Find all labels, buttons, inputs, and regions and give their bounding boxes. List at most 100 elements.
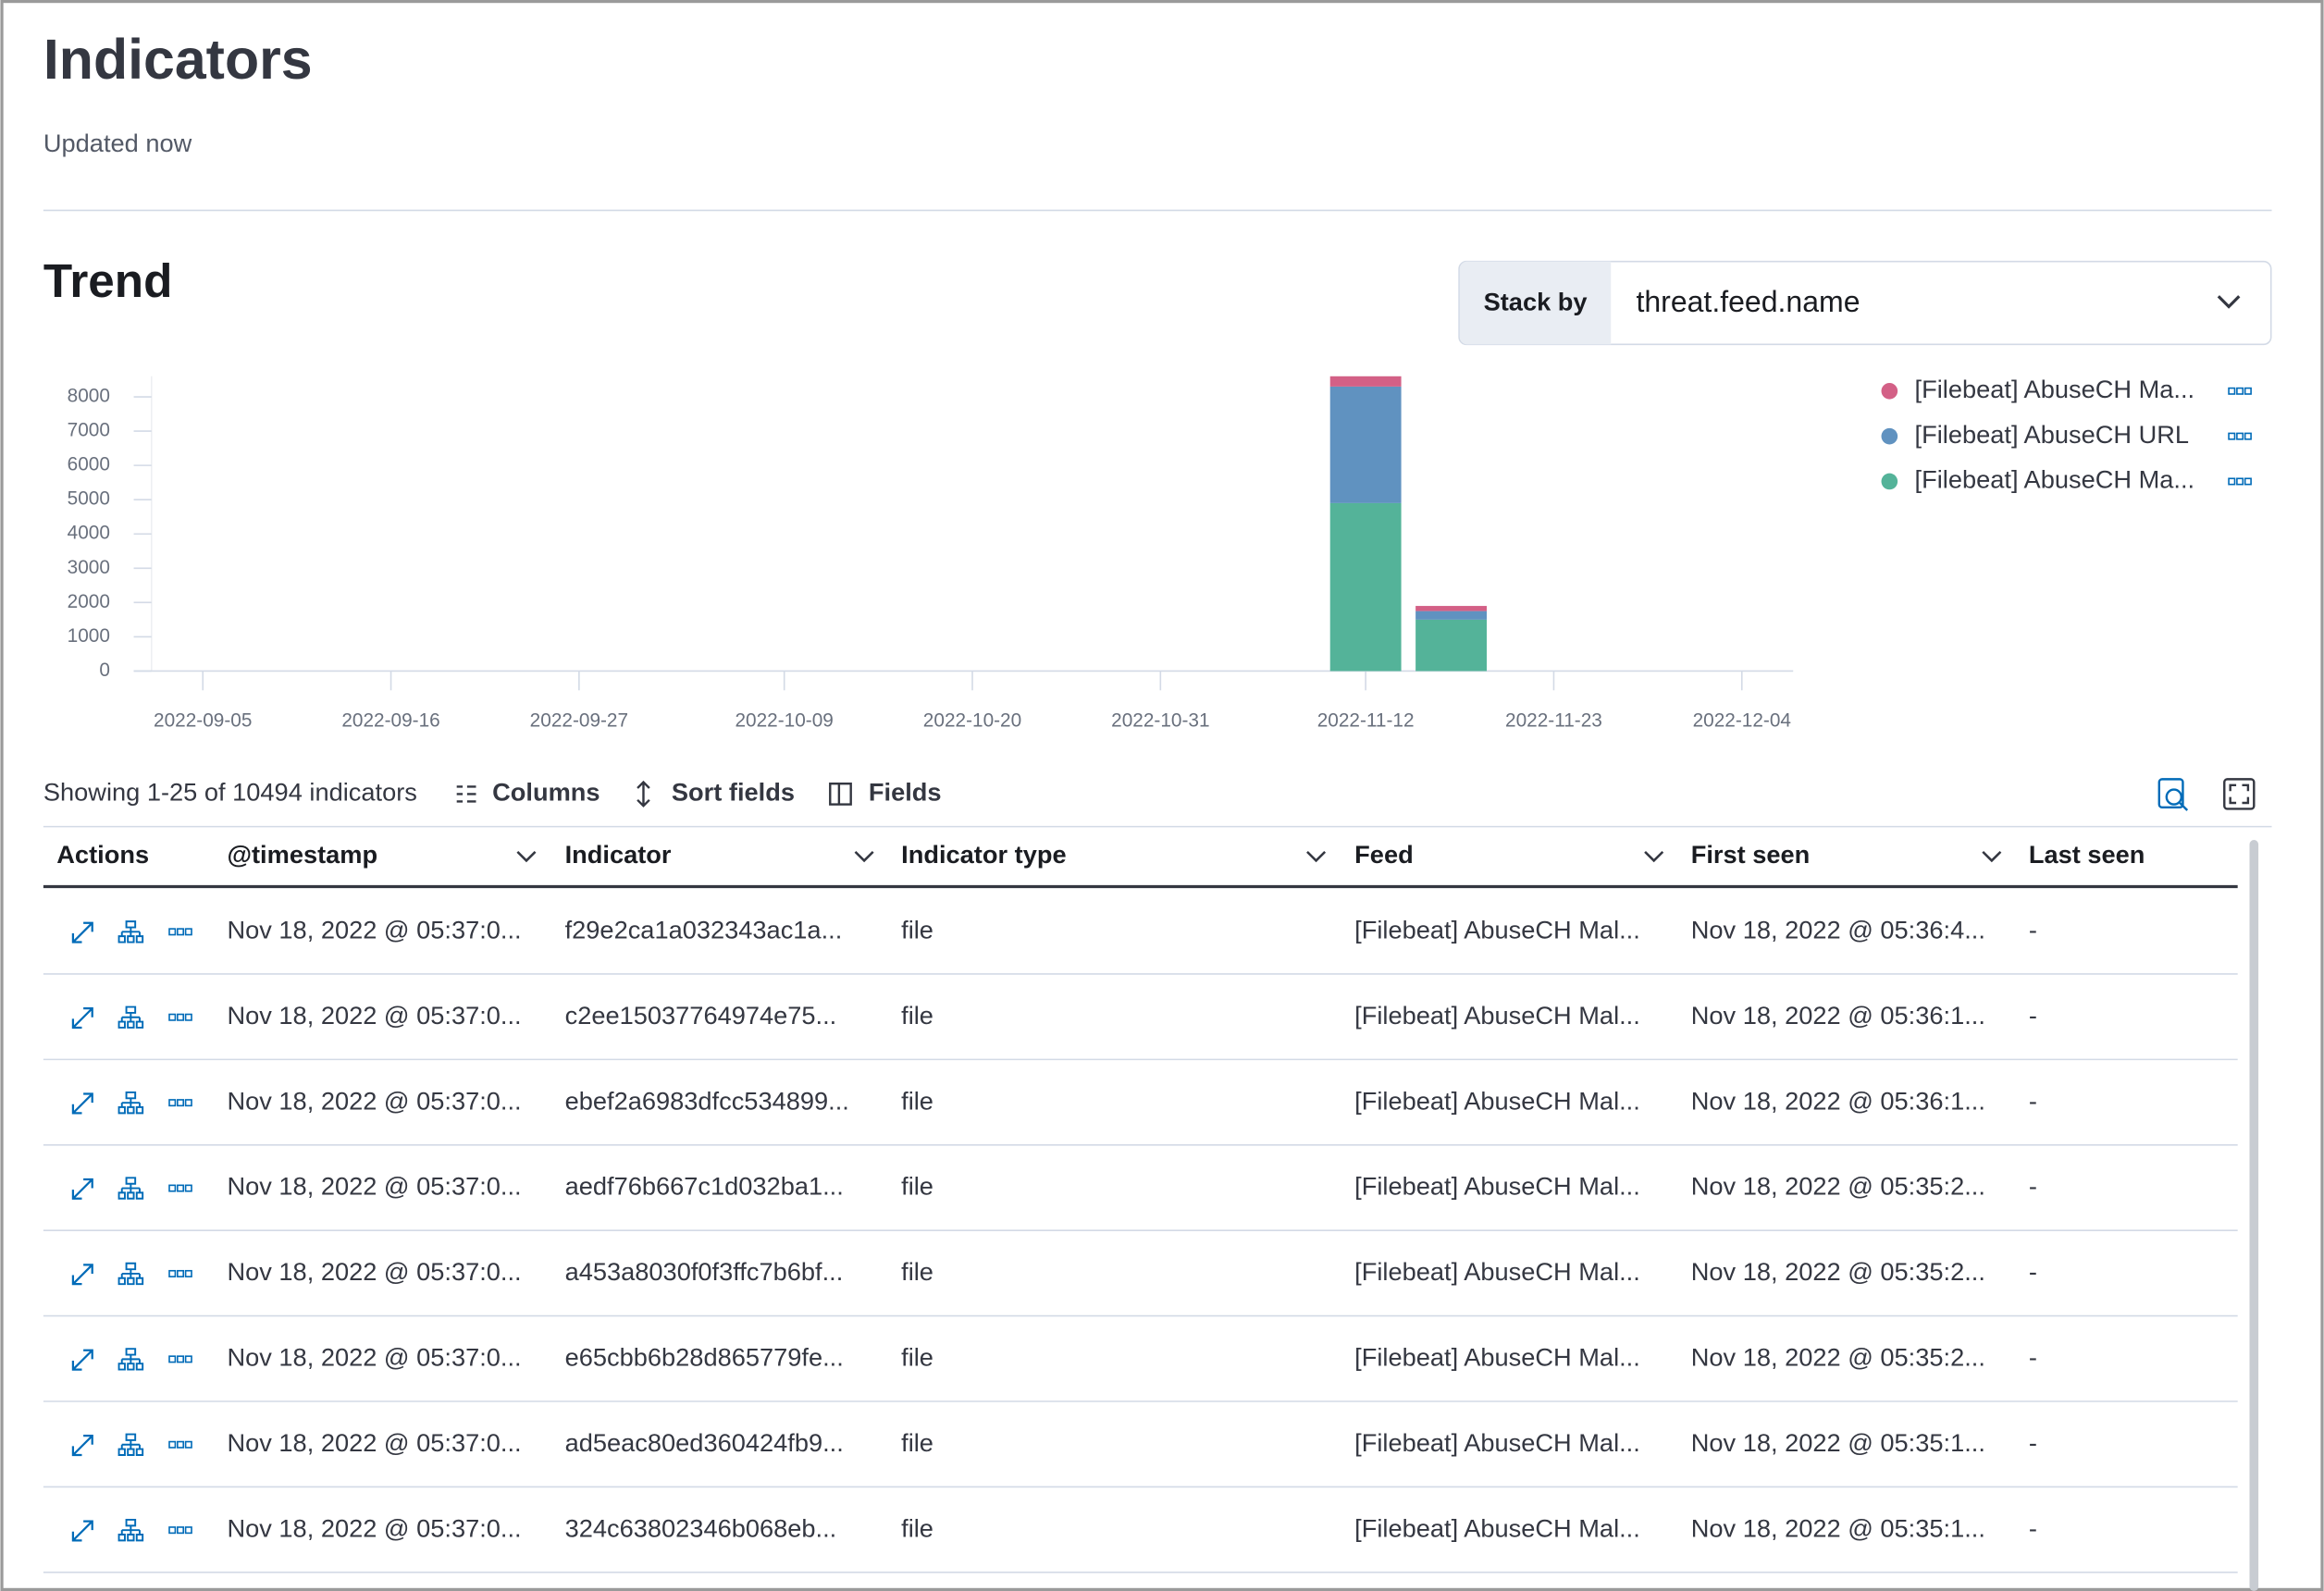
- sort-icon: [637, 780, 650, 808]
- column-header[interactable]: Indicator: [565, 840, 672, 869]
- y-tick-label: 2000: [68, 591, 110, 612]
- more-actions[interactable]: [168, 1184, 192, 1192]
- columns-label: Columns: [492, 778, 600, 807]
- bar-segment: [1329, 376, 1402, 387]
- dot: [184, 1269, 192, 1277]
- x-tick-label: 2022-09-16: [341, 709, 439, 731]
- table-cell: a453a8030f0f3ffc7b6bf...: [565, 1257, 844, 1286]
- table-cell: file: [901, 916, 933, 944]
- column-menu-icon[interactable]: [1306, 850, 1327, 863]
- more-actions[interactable]: [168, 1269, 192, 1277]
- result-count: Showing 1-25 of 10494 indicators: [43, 778, 417, 807]
- analyze-icon[interactable]: [117, 1177, 144, 1200]
- scrollbar: [2249, 840, 2259, 1591]
- expand-icon[interactable]: [71, 1264, 93, 1286]
- fields-icon: [829, 782, 852, 806]
- table-cell: Nov 18, 2022 @ 05:37:0...: [227, 916, 521, 944]
- expand-icon[interactable]: [71, 1007, 93, 1030]
- dot: [184, 1184, 192, 1192]
- table-cell: Nov 18, 2022 @ 05:37:0...: [227, 1513, 521, 1542]
- column-header[interactable]: Feed: [1354, 840, 1414, 869]
- more-actions[interactable]: [168, 1355, 192, 1363]
- table-cell: Nov 18, 2022 @ 05:37:0...: [227, 1086, 521, 1115]
- table-cell: [Filebeat] AbuseCH Mal...: [1354, 1428, 1640, 1457]
- bar-segment: [1415, 606, 1487, 611]
- columns-icon: [456, 785, 476, 803]
- select-label: Stack by: [1484, 287, 1588, 315]
- analyze-icon[interactable]: [117, 1519, 144, 1542]
- expand-icon[interactable]: [71, 1092, 93, 1115]
- column-menu-icon[interactable]: [854, 850, 874, 863]
- table-cell: Nov 18, 2022 @ 05:35:2...: [1691, 1257, 1985, 1286]
- table-cell: -: [2029, 1001, 2037, 1030]
- column-menu-icon[interactable]: [1982, 850, 2002, 863]
- inspect-icon: [2157, 778, 2184, 809]
- table-cell: -: [2029, 1428, 2037, 1457]
- more-actions[interactable]: [168, 928, 192, 936]
- column-menu-icon[interactable]: [1644, 850, 1664, 863]
- dot: [177, 928, 185, 936]
- y-tick-label: 4000: [68, 523, 110, 544]
- analyze-icon[interactable]: [117, 1005, 144, 1029]
- expand-icon[interactable]: [71, 921, 93, 944]
- dot: [168, 1099, 177, 1107]
- section-title: Trend: [43, 254, 173, 307]
- column-header[interactable]: First seen: [1691, 840, 1811, 869]
- dot: [184, 1099, 192, 1107]
- table-cell: -: [2029, 1086, 2037, 1115]
- table-cell: Nov 18, 2022 @ 05:36:4...: [1691, 916, 1985, 944]
- select-prepend: [1459, 261, 1612, 345]
- stack-by-select[interactable]: Stack by threat.feed.name: [1458, 260, 2272, 346]
- expand-icon[interactable]: [71, 1178, 93, 1200]
- table-cell: [Filebeat] AbuseCH Mal...: [1354, 1343, 1640, 1372]
- column-header[interactable]: Indicator type: [901, 840, 1066, 869]
- bar-segment: [1415, 619, 1487, 672]
- fullscreen-button[interactable]: [2223, 778, 2256, 810]
- legend-actions[interactable]: [2228, 432, 2252, 440]
- column-menu-icon[interactable]: [516, 850, 537, 863]
- dot: [184, 1440, 192, 1449]
- legend-actions[interactable]: [2228, 387, 2252, 395]
- column-header[interactable]: @timestamp: [227, 840, 377, 869]
- chart: 0 1000 2000 3000 4000 5000 6000 7000 8000 2022-09…: [68, 375, 2252, 731]
- columns-button[interactable]: Columns: [456, 778, 600, 807]
- analyze-icon[interactable]: [117, 1262, 144, 1286]
- table-cell: Nov 18, 2022 @ 05:35:2...: [1691, 1343, 1985, 1372]
- table-cell: Nov 18, 2022 @ 05:36:1...: [1691, 1086, 1985, 1115]
- legend-actions[interactable]: [2228, 477, 2252, 486]
- table-cell: file: [901, 1428, 933, 1457]
- dot: [168, 1269, 177, 1277]
- more-actions[interactable]: [168, 1526, 192, 1535]
- expand-icon[interactable]: [71, 1349, 93, 1371]
- table-cell: c2ee15037764974e75...: [565, 1001, 837, 1030]
- analyze-icon[interactable]: [117, 1091, 144, 1115]
- x-tick-label: 2022-09-05: [154, 709, 252, 731]
- table-cell: Nov 18, 2022 @ 05:37:0...: [227, 1172, 521, 1201]
- dot: [2228, 477, 2236, 486]
- more-actions[interactable]: [168, 1440, 192, 1449]
- more-actions[interactable]: [168, 1013, 192, 1021]
- sort-button[interactable]: Sort fields: [637, 778, 795, 808]
- fields-button[interactable]: Fields: [829, 778, 942, 807]
- dot: [2236, 387, 2244, 395]
- fullscreen-icon: [2223, 778, 2256, 810]
- expand-icon[interactable]: [71, 1435, 93, 1457]
- select-value: threat.feed.name: [1636, 285, 1860, 318]
- table-cell: Nov 18, 2022 @ 05:37:0...: [227, 1001, 521, 1030]
- dot: [177, 1184, 185, 1192]
- row-actions: [71, 920, 192, 944]
- dot: [2244, 387, 2252, 395]
- analyze-icon[interactable]: [117, 920, 144, 944]
- dot: [2236, 477, 2244, 486]
- inspect-button[interactable]: [2157, 778, 2189, 811]
- x-tick-label: 2022-10-20: [923, 709, 1021, 731]
- table-cell: f29e2ca1a032343ac1a...: [565, 916, 843, 944]
- expand-icon[interactable]: [71, 1520, 93, 1542]
- more-actions[interactable]: [168, 1099, 192, 1107]
- legend-label: [Filebeat] AbuseCH URL: [1915, 420, 2190, 449]
- analyze-icon[interactable]: [117, 1348, 144, 1371]
- x-tick-label: 2022-11-23: [1505, 709, 1602, 731]
- analyze-icon[interactable]: [117, 1433, 144, 1456]
- column-header[interactable]: Last seen: [2029, 840, 2145, 869]
- y-tick-label: 0: [99, 660, 110, 681]
